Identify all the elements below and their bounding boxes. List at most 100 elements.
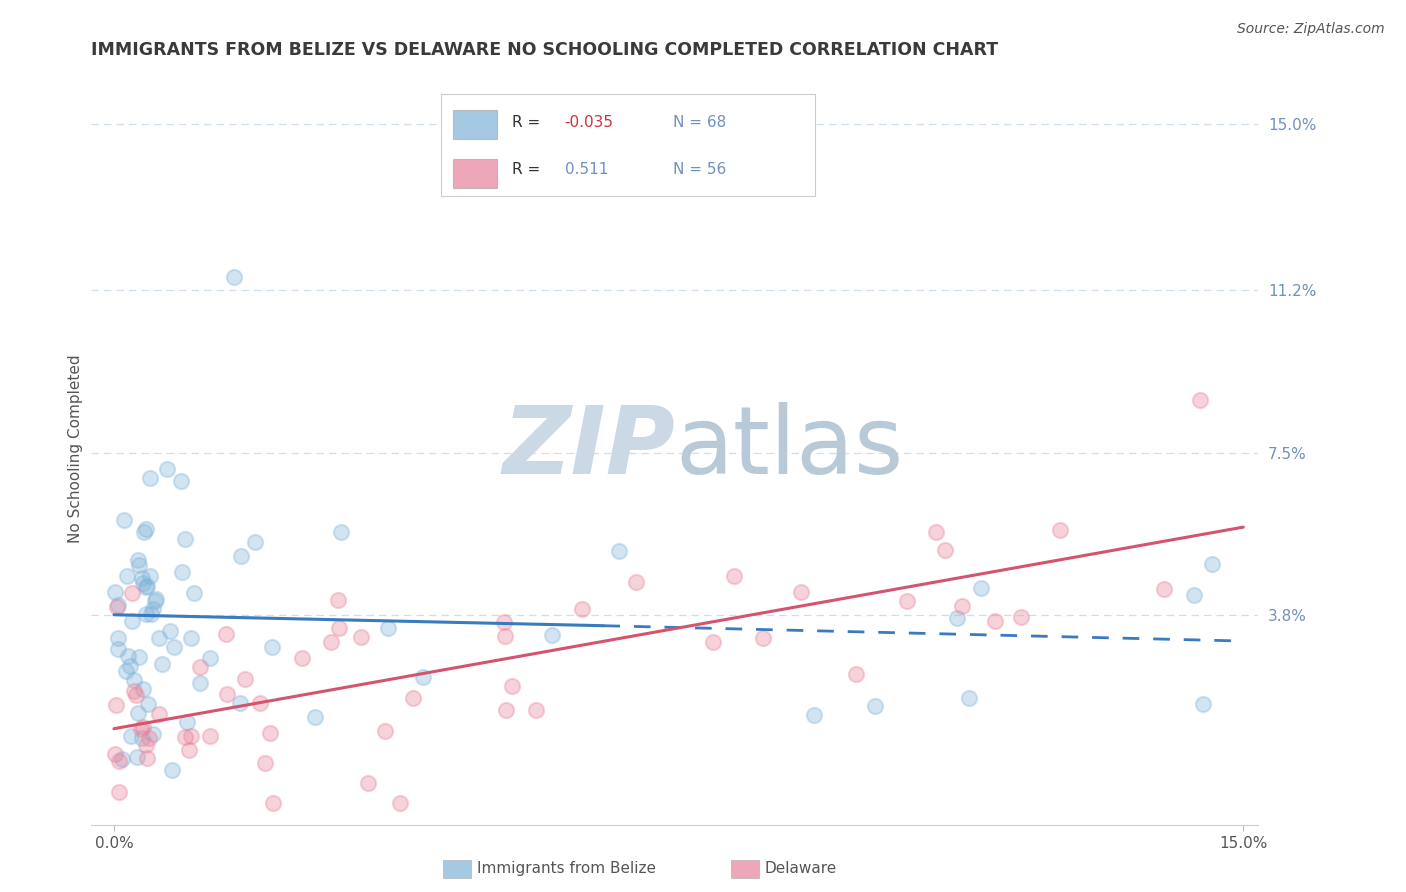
Point [125, 688, 148, 702]
Point [132, 681, 155, 696]
Point [524, 702, 547, 716]
Point [723, 569, 745, 583]
Point [803, 707, 825, 722]
Point [107, 598, 129, 612]
Point [156, 462, 179, 476]
Point [946, 611, 969, 625]
Point [970, 581, 993, 595]
Point [107, 641, 129, 656]
Point [388, 796, 411, 810]
Point [135, 522, 157, 536]
Point [752, 631, 775, 645]
Point [1188, 392, 1211, 407]
Point [229, 549, 252, 563]
Point [1182, 588, 1205, 602]
Point [127, 706, 149, 721]
Point [1201, 557, 1223, 571]
Point [162, 763, 184, 777]
Point [107, 631, 129, 645]
Point [950, 599, 973, 614]
Point [107, 785, 129, 799]
Point [262, 796, 284, 810]
Point [150, 657, 173, 672]
Point [571, 602, 593, 616]
Point [136, 697, 159, 711]
Point [131, 731, 153, 746]
Point [934, 542, 956, 557]
Point [402, 690, 425, 705]
Point [200, 729, 222, 743]
Point [198, 650, 221, 665]
Point [253, 756, 276, 770]
Point [170, 565, 193, 579]
Point [243, 534, 266, 549]
Point [108, 755, 131, 769]
Point [624, 574, 647, 589]
Point [541, 628, 564, 642]
Point [174, 532, 197, 546]
Point [1153, 582, 1175, 596]
Point [229, 696, 252, 710]
Point [863, 698, 886, 713]
Point [984, 614, 1007, 628]
Point [148, 706, 170, 721]
Point [135, 580, 157, 594]
Point [129, 723, 152, 737]
Point [138, 569, 160, 583]
Point [131, 571, 153, 585]
Point [260, 640, 283, 654]
Point [163, 640, 186, 654]
Point [115, 569, 138, 583]
Text: Source: ZipAtlas.com: Source: ZipAtlas.com [1237, 22, 1385, 37]
Point [350, 630, 373, 644]
Point [135, 607, 157, 622]
Point [125, 749, 148, 764]
Point [188, 676, 211, 690]
Point [121, 586, 143, 600]
Point [145, 592, 167, 607]
Point [957, 690, 980, 705]
Point [142, 601, 165, 615]
Point [328, 621, 350, 635]
Point [896, 593, 918, 607]
Point [702, 635, 724, 649]
Point [217, 687, 239, 701]
Point [127, 553, 149, 567]
Point [128, 558, 150, 572]
Point [183, 586, 205, 600]
Point [132, 576, 155, 591]
Point [215, 627, 238, 641]
Point [124, 684, 146, 698]
Point [115, 664, 138, 678]
Point [173, 730, 195, 744]
Point [374, 723, 396, 738]
Point [1049, 523, 1071, 537]
Point [104, 747, 127, 761]
Y-axis label: No Schooling Completed: No Schooling Completed [67, 354, 83, 542]
Point [159, 624, 181, 639]
Point [120, 659, 142, 673]
Point [139, 471, 162, 485]
Point [259, 725, 281, 739]
Point [180, 631, 202, 645]
Point [117, 649, 139, 664]
Point [501, 679, 523, 693]
Point [319, 635, 342, 649]
Point [128, 650, 150, 665]
Point [188, 659, 211, 673]
Text: Immigrants from Belize: Immigrants from Belize [477, 862, 655, 876]
Point [1192, 697, 1215, 711]
Point [139, 607, 162, 621]
Point [1010, 610, 1032, 624]
Point [170, 474, 193, 488]
Point [176, 714, 198, 729]
Point [136, 579, 159, 593]
Point [105, 599, 128, 614]
Point [328, 593, 350, 607]
Point [492, 615, 515, 629]
Text: IMMIGRANTS FROM BELIZE VS DELAWARE NO SCHOOLING COMPLETED CORRELATION CHART: IMMIGRANTS FROM BELIZE VS DELAWARE NO SC… [91, 41, 998, 59]
Text: Delaware: Delaware [765, 862, 837, 876]
Point [233, 672, 256, 686]
Point [142, 727, 165, 741]
Point [110, 752, 132, 766]
